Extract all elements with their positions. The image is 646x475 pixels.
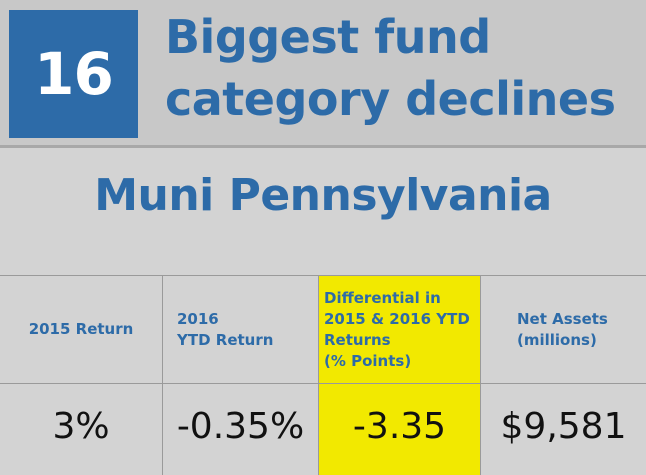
col-differential: Differential in 2015 & 2016 YTD Returns … bbox=[319, 276, 481, 475]
col-header-differential: Differential in 2015 & 2016 YTD Returns … bbox=[324, 288, 470, 370]
col-2016-ytd-return: 2016 YTD Return -0.35% bbox=[163, 276, 319, 475]
fund-category-title: Muni Pennsylvania bbox=[94, 170, 552, 221]
rank-badge: 16 bbox=[9, 10, 138, 138]
value-differential: -3.35 bbox=[319, 383, 480, 475]
returns-table: 2015 Return 3% 2016 YTD Return -0.35% Di… bbox=[0, 275, 646, 475]
col-header-2015-return: 2015 Return bbox=[28, 320, 134, 338]
page-title: Biggest fund category declines bbox=[165, 6, 616, 130]
rank-number: 16 bbox=[34, 40, 114, 108]
value-2015-return: 3% bbox=[0, 383, 162, 475]
col-header-2016-ytd-return: 2016 YTD Return bbox=[177, 309, 274, 349]
title-line-2: category declines bbox=[165, 72, 616, 126]
col-2015-return: 2015 Return 3% bbox=[0, 276, 163, 475]
col-net-assets: Net Assets (millions) $9,581 bbox=[481, 276, 646, 475]
col-header-net-assets: Net Assets (millions) bbox=[517, 309, 608, 349]
value-2016-ytd-return: -0.35% bbox=[163, 383, 318, 475]
title-line-1: Biggest fund bbox=[165, 10, 491, 64]
value-net-assets: $9,581 bbox=[481, 383, 646, 475]
